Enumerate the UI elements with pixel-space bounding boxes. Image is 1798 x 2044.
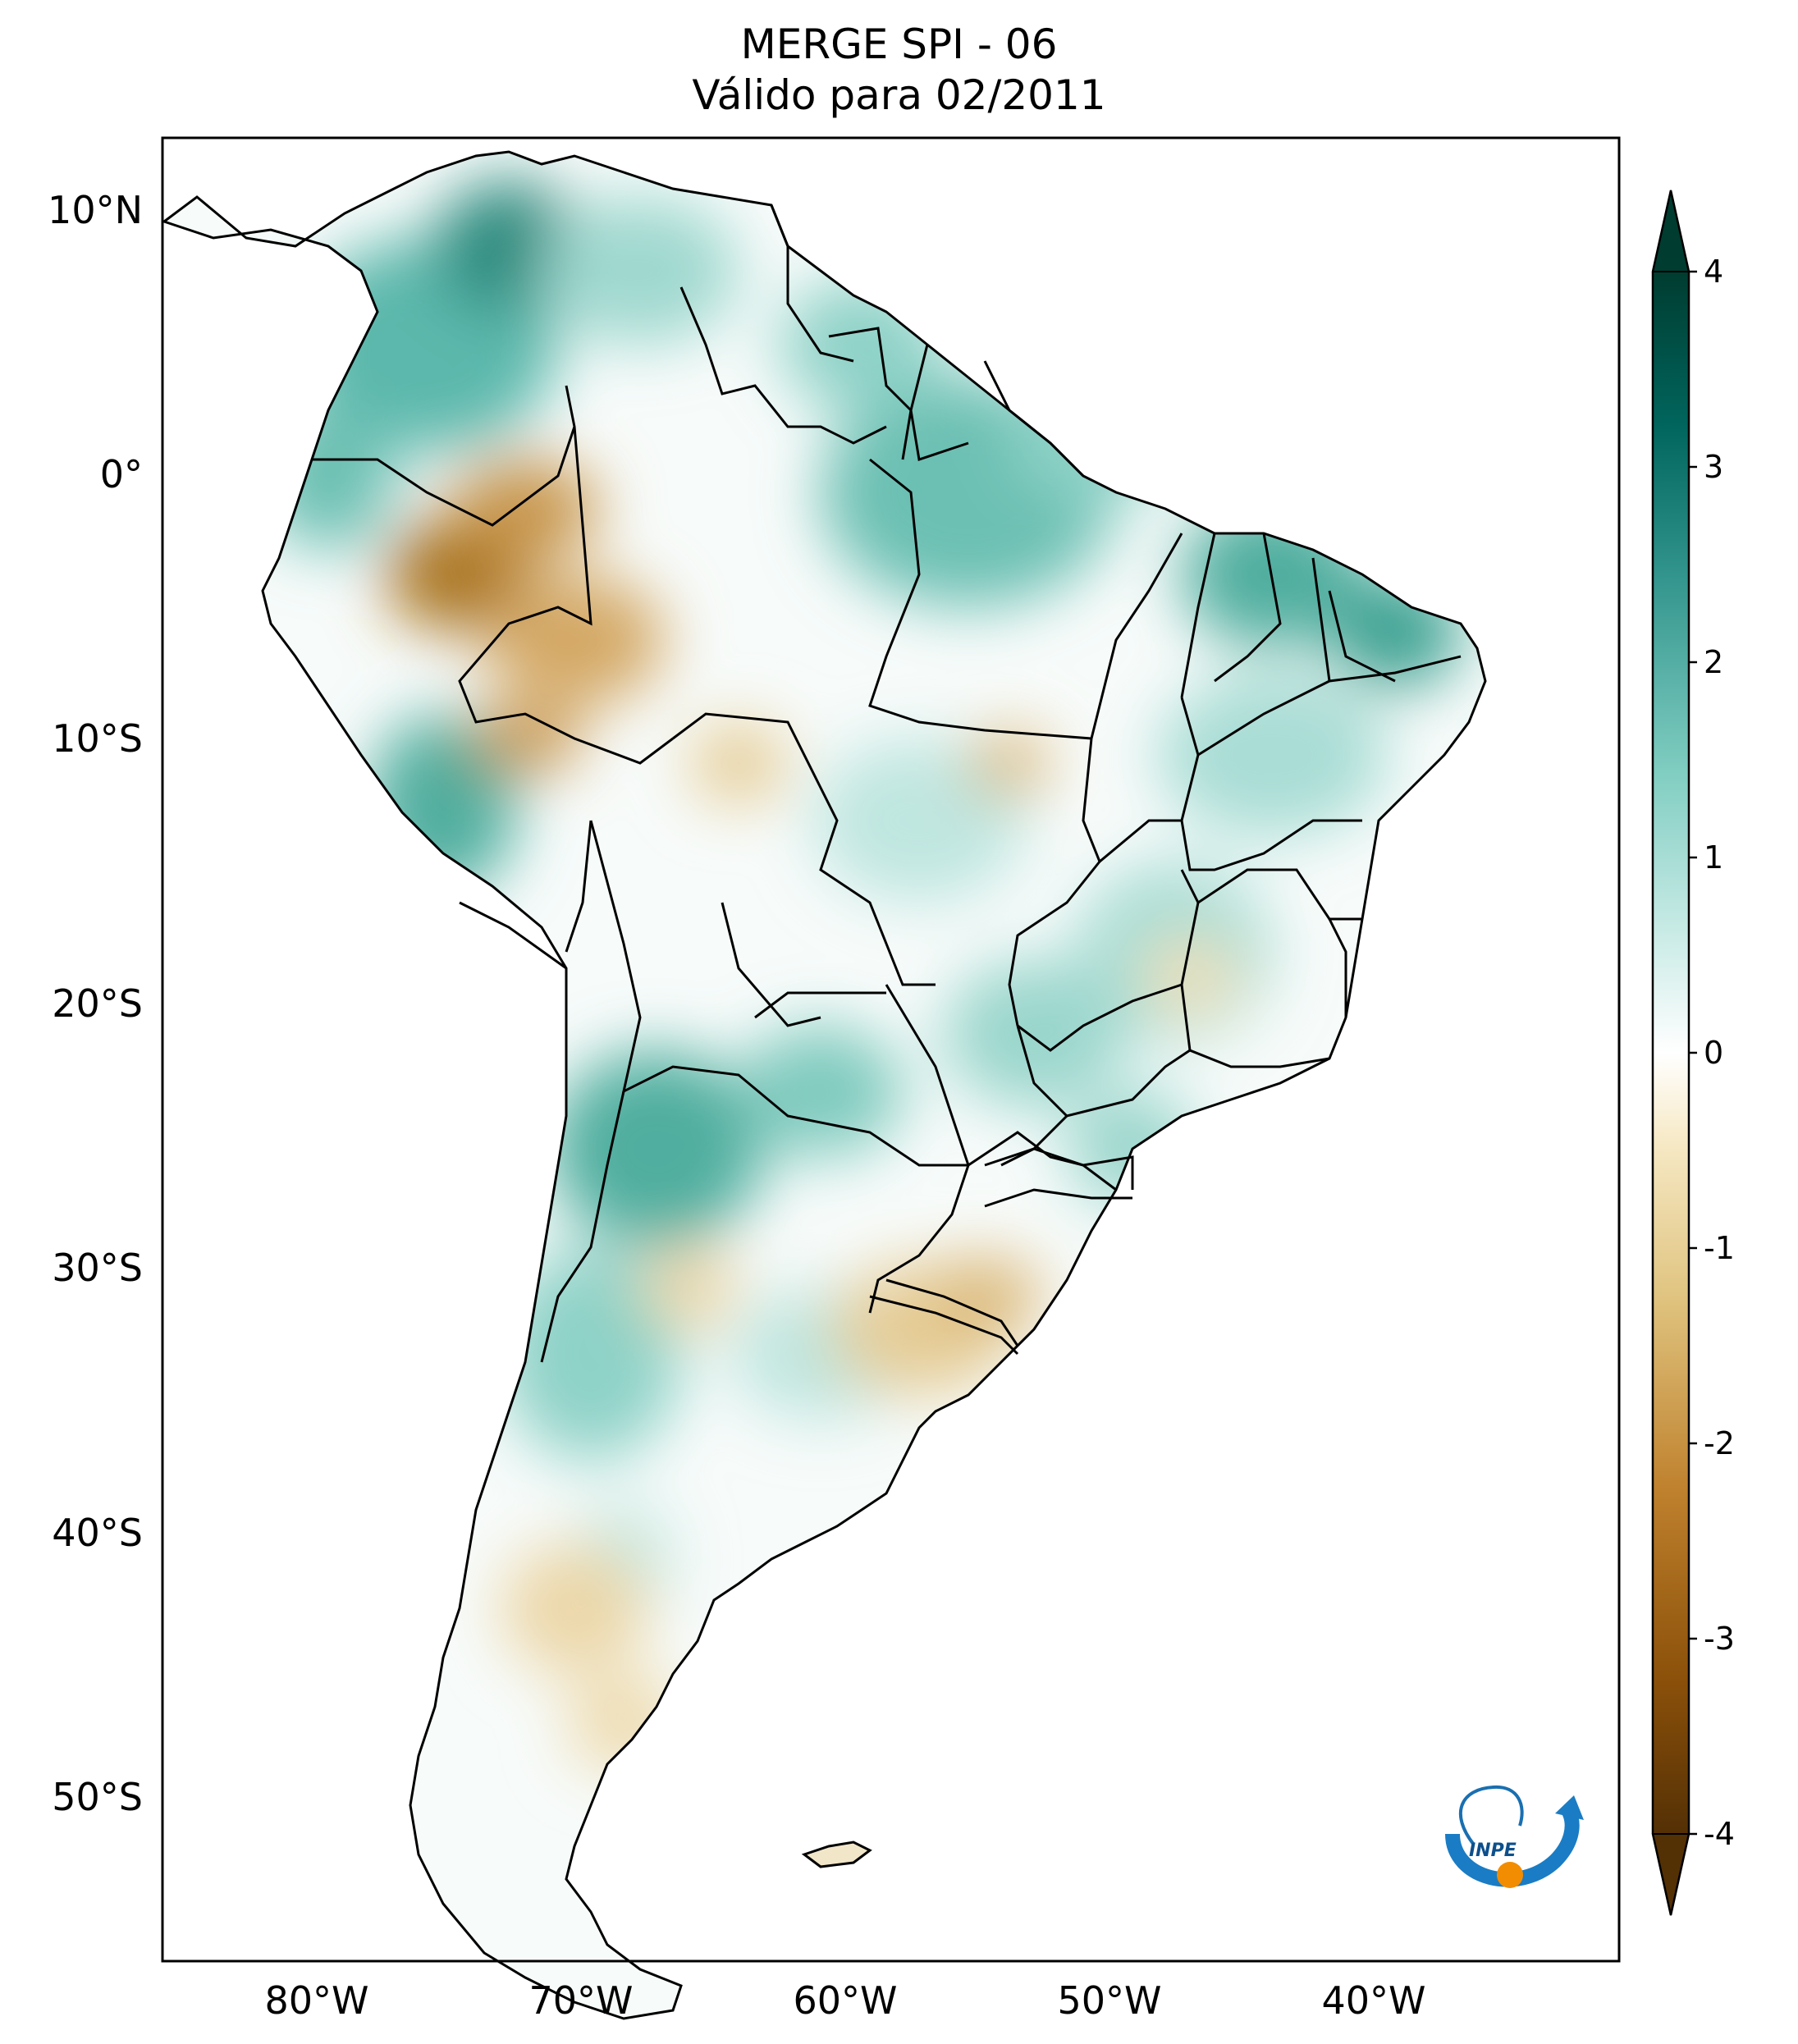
- colorbar-tick-2: 2: [1704, 644, 1723, 680]
- inpe-logo: INPE: [1445, 1785, 1584, 1888]
- lat-label-10s: 10°S: [52, 716, 143, 761]
- colorbar-tick-neg4: -4: [1704, 1816, 1735, 1852]
- colorbar-min-extend: [1651, 1833, 1690, 1916]
- latitude-labels: 10°N 0° 10°S 20°S 30°S 40°S 50°S: [48, 188, 143, 1819]
- country-borders: [161, 150, 1487, 2020]
- lon-label-60w: 60°W: [793, 1978, 897, 2023]
- map-title: MERGE SPI - 06: [740, 21, 1058, 68]
- colorbar-tick-3: 3: [1704, 449, 1723, 485]
- colorbar-tick-neg3: -3: [1704, 1621, 1735, 1657]
- colorbar: 4 3 2 1 0 -1 -2 -3 -4: [1651, 190, 1735, 1916]
- lat-label-20s: 20°S: [52, 981, 143, 1026]
- lon-label-70w: 70°W: [528, 1978, 633, 2023]
- lon-label-50w: 50°W: [1057, 1978, 1161, 2023]
- colorbar-tick-neg1: -1: [1704, 1230, 1735, 1266]
- falkland-islands: [801, 1841, 872, 1868]
- map-frame: [161, 136, 1621, 1963]
- longitude-labels: 80°W 70°W 60°W 50°W 40°W: [264, 1978, 1425, 2023]
- colorbar-tick-0: 0: [1704, 1035, 1723, 1071]
- colorbar-tick-1: 1: [1704, 839, 1723, 876]
- map-subtitle: Válido para 02/2011: [692, 71, 1106, 119]
- lon-label-80w: 80°W: [264, 1978, 368, 2023]
- colorbar-tick-4: 4: [1704, 254, 1723, 290]
- colorbar-tick-neg2: -2: [1704, 1425, 1735, 1461]
- lat-label-30s: 30°S: [52, 1246, 143, 1290]
- lat-label-10n: 10°N: [48, 188, 143, 232]
- colorbar-max-extend: [1651, 190, 1690, 272]
- lat-label-0: 0°: [100, 452, 143, 496]
- lat-label-50s: 50°S: [52, 1775, 143, 1819]
- logo-text: INPE: [1469, 1841, 1517, 1861]
- colorbar-gradient: [1653, 272, 1689, 1834]
- lon-label-40w: 40°W: [1321, 1978, 1425, 2023]
- lat-label-40s: 40°S: [52, 1511, 143, 1555]
